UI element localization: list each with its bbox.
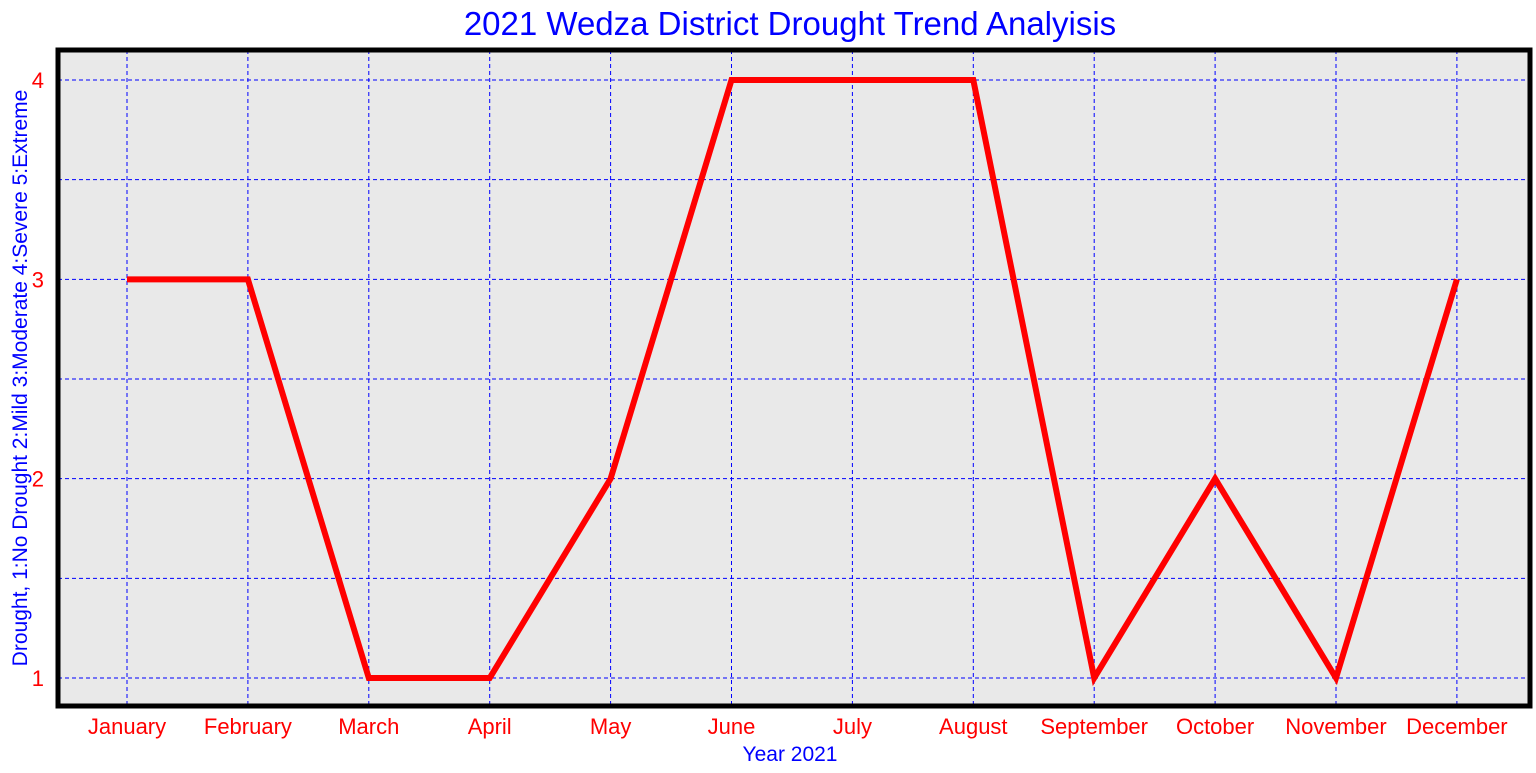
x-tick-label-october: October [1176,714,1254,739]
series-lines [126,77,1460,687]
y-axis-label: Drought, 1:No Drought 2:Mild 3:Moderate … [9,90,32,667]
x-tick-label-march: March [338,714,399,739]
x-tick-label-january: January [88,714,166,739]
x-tick-label-august: August [939,714,1008,739]
series-line [127,77,1460,687]
x-tick-label-april: April [468,714,512,739]
y-tick-label: 4 [32,68,44,93]
y-tick-labels: 1 2 3 4 [32,68,44,691]
x-axis-label: Year 2021 [743,743,838,766]
x-tick-label-july: July [833,714,872,739]
x-tick-labels: January February March April May June July Augu… [88,714,1508,739]
chart-title: 2021 Wedza District Drought Trend Analyi… [464,5,1116,42]
y-tick-label: 1 [32,666,44,691]
y-tick-label: 2 [32,467,44,492]
y-tick-label: 3 [32,267,44,292]
x-tick-label-september: September [1040,714,1148,739]
x-tick-label-december: December [1406,714,1507,739]
x-tick-label-june: June [708,714,756,739]
x-tick-label-november: November [1285,714,1386,739]
plot-frame [55,47,1533,709]
x-tick-label-may: May [590,714,632,739]
x-tick-label-february: February [204,714,292,739]
